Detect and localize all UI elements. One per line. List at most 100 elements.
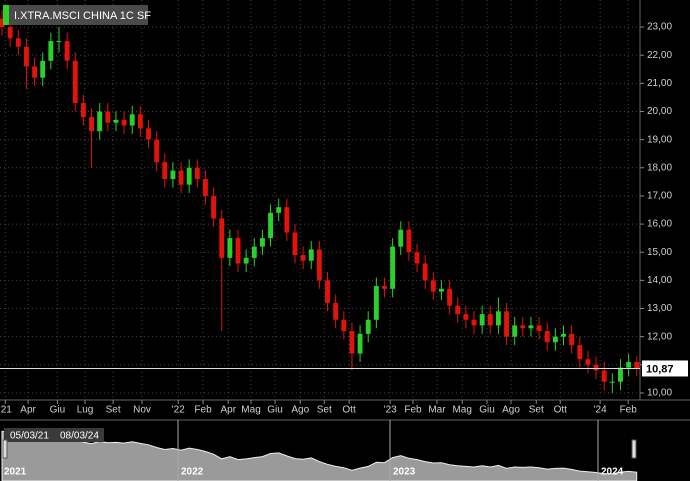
y-tick-label: 17,00 <box>647 191 672 202</box>
candle-body <box>626 361 632 368</box>
y-tick-label: 14,00 <box>647 275 672 286</box>
candle-body <box>178 170 184 185</box>
candle-body <box>89 117 94 132</box>
candle-body <box>455 305 461 315</box>
candle-body <box>113 119 119 123</box>
candle-body <box>495 311 501 326</box>
x-tick-label: Apr <box>220 405 236 416</box>
candle-body <box>0 18 5 28</box>
candle-body <box>357 333 363 354</box>
candle-body <box>325 280 330 303</box>
x-tick-label: Giu <box>50 405 66 416</box>
candle-body <box>406 229 412 253</box>
candle-body <box>471 319 477 326</box>
candle-body <box>251 246 257 258</box>
candle-body <box>536 325 542 332</box>
candle-body <box>170 170 176 180</box>
candle-body <box>219 218 225 258</box>
y-tick-label: 19,00 <box>647 134 672 145</box>
candle-body <box>569 333 575 346</box>
x-tick-label: '22 <box>172 405 185 416</box>
candle-body <box>194 167 200 180</box>
candle-body <box>439 288 444 292</box>
candle-body <box>609 381 615 383</box>
x-tick-label: Mar <box>428 405 446 416</box>
candle-body <box>561 333 566 337</box>
candle-body <box>504 311 509 337</box>
y-tick-label: 16,00 <box>647 219 672 230</box>
candle-body <box>284 207 290 233</box>
candle-body <box>146 128 151 140</box>
x-tick-label: Lug <box>77 405 94 416</box>
candles <box>0 10 640 393</box>
candle-body <box>154 139 160 163</box>
candle-body <box>300 255 306 261</box>
x-tick-label: Apr <box>20 405 36 416</box>
x-tick-label: Feb <box>404 405 422 416</box>
candle-body <box>479 314 485 326</box>
candle-body <box>40 60 46 78</box>
x-tick-label: Giu <box>479 405 495 416</box>
range-end: 08/03/24 <box>60 431 99 442</box>
range-box <box>4 428 104 442</box>
candle-body <box>382 285 387 289</box>
candle-body <box>48 41 54 61</box>
candle-body <box>447 288 453 306</box>
candle-body <box>577 345 583 360</box>
candle-body <box>422 263 428 281</box>
candle-body <box>203 179 208 196</box>
candle-body <box>544 331 550 343</box>
title-marker <box>3 5 9 25</box>
navigator-year: 2024 <box>601 467 624 478</box>
candle-body <box>32 66 38 78</box>
x-tick-label: Giu <box>267 405 283 416</box>
candle-body <box>414 252 420 264</box>
x-tick-label: Set <box>529 405 544 416</box>
candle-body <box>24 46 29 67</box>
candle-body <box>512 325 518 337</box>
x-tick-label: '23 <box>384 405 397 416</box>
candle-body <box>463 314 469 320</box>
candle-body <box>618 367 623 382</box>
candle-body <box>105 111 111 123</box>
x-tick-label: Ago <box>291 405 309 416</box>
navigator-year: 2022 <box>181 467 204 478</box>
x-tick-label: Set <box>317 405 332 416</box>
candle-body <box>162 162 168 180</box>
y-tick-label: 21,00 <box>647 78 672 89</box>
chart-title: I.XTRA.MSCI CHINA 1C SF <box>14 10 151 22</box>
y-tick-label: 10,00 <box>647 388 672 399</box>
x-tick-label: Ago <box>502 405 520 416</box>
candle-body <box>235 238 241 264</box>
candle-body <box>552 336 558 343</box>
candle-body <box>292 232 298 256</box>
candle-body <box>528 325 534 329</box>
candle-body <box>390 246 396 289</box>
candle-body <box>56 41 62 43</box>
x-tick-label: Feb <box>194 405 212 416</box>
x-tick-label: Mag <box>241 405 260 416</box>
candle-body <box>308 249 314 261</box>
range-start: 05/03/21 <box>10 431 49 442</box>
candle-body <box>365 319 371 334</box>
candle-body <box>430 280 436 292</box>
range-handle-right[interactable] <box>631 439 637 459</box>
x-tick-label: '21 <box>0 405 12 416</box>
candle-body <box>593 364 599 371</box>
candle-body <box>15 38 21 47</box>
candle-body <box>243 257 249 264</box>
candle-body <box>137 114 143 129</box>
range-handle-left[interactable] <box>2 439 8 459</box>
candle-body <box>520 325 526 329</box>
candle-body <box>601 370 607 382</box>
candle-body <box>398 229 404 247</box>
x-tick-label: Nov <box>133 405 151 416</box>
candle-body <box>268 212 274 239</box>
candle-body <box>276 207 282 213</box>
navigator[interactable]: 2021 2022 2023 2024 05/03/21 08/03/24 <box>1 420 638 481</box>
candle-body <box>186 167 192 185</box>
candle-body <box>121 119 127 126</box>
last-price-label: 10,87 <box>646 363 674 375</box>
